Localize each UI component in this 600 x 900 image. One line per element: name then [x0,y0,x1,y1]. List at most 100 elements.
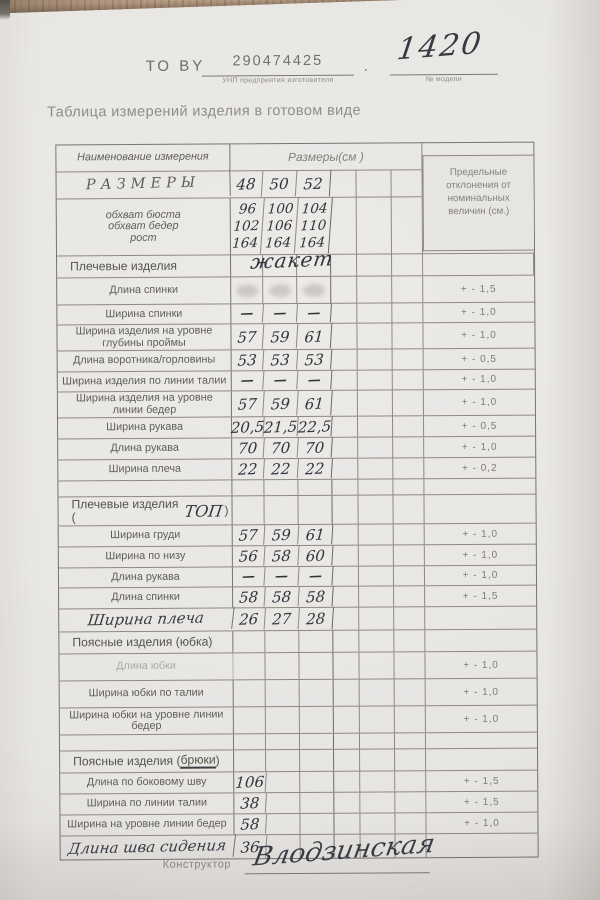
measurement-label: Ширина по низу [58,546,233,568]
handwritten-value: 58 [233,813,268,835]
empty-cell [266,814,301,835]
empty-cell [333,706,360,733]
tolerance-cell: + - 1,0 [462,528,499,540]
measurement-label: Длина воротника/горловины [57,350,232,372]
handwritten-value: 58 [298,586,334,608]
handwritten-value: 57 [231,390,265,417]
empty-cell [394,607,426,630]
handwritten-value: 27 [264,607,300,631]
handwritten-value: 60 [298,545,334,567]
measurement-label: Ширина плеча [58,459,233,481]
empty-cell [360,813,396,834]
empty-cell [393,437,425,458]
measurement-row: Ширина груди 57 59 61 + - 1,0 [58,523,536,548]
empty-cell [299,679,334,707]
empty-cell [299,706,334,734]
empty-cell [300,792,335,814]
empty-cell [359,607,395,630]
measurement-row: Длина юбки + - 1,0 [59,651,537,682]
handwritten-value: 57 [230,323,265,350]
empty-cell [266,793,301,814]
measurement-label: Ширина юбки на уровне линии бедер [59,707,234,735]
empty-cell [359,586,395,607]
empty-cell [264,480,299,496]
measurement-table: Наименование измерения Размеры(см ) РАЗМ… [55,141,539,862]
empty-cell [264,496,299,525]
empty-cell [394,679,426,706]
handwritten-value: 70 [297,437,333,459]
measurement-row: Ширина по линии талии 38 + - 1,5 [60,791,538,816]
measurement-label: Длина спинки [57,277,232,305]
table-header: Наименование измерения Размеры(см ) РАЗМ… [56,142,535,257]
empty-cell [234,750,267,772]
handwritten-value: — [262,303,299,324]
handwritten-value: 70 [263,437,299,459]
empty-cell [331,276,358,303]
empty-cell [357,370,393,390]
section-title: Поясные изделия (брюки) [60,750,235,773]
tolerance-cell: + - 1,0 [463,659,499,671]
empty-cell [332,495,359,524]
empty-cell [393,495,425,524]
measurement-row: Длина по боковому шву 106 + - 1,5 [60,770,538,795]
table-body: Плечевые изделия жакет Длина спинки + - 1,5… [57,246,538,862]
tolerance-cell: + - 1,0 [462,549,499,561]
section-header-row: Поясные изделия (юбка) [59,629,537,655]
handwritten-value: 53 [296,349,333,371]
tolerance-cell [425,630,536,652]
tolerance-cell [424,479,535,495]
empty-cell [333,586,360,607]
handwritten-value: 20,5 [230,416,265,438]
erased-value [297,276,332,304]
handwritten-value: 22 [297,458,334,480]
empty-cell [233,631,266,653]
eraser-smudge [302,283,325,297]
section-header-row: Плечевые изделия (ТОП ) [58,494,536,527]
measurement-row: Длина спинки 58 58 58 + - 1,5 [59,585,537,610]
tolerance-cell: + - 1,0 [462,569,499,582]
empty-cell [394,706,426,733]
measurement-label: Ширина изделия по линии талии [57,371,232,392]
empty-cell [391,170,423,197]
handwritten-value: 22 [231,458,266,480]
empty-cell [331,254,358,276]
empty-cell [334,749,361,771]
measurement-row: Ширина юбки по талии + - 1,0 [59,678,537,709]
handwritten-value: 22,5 [297,416,333,438]
measurement-label: Длина рукава [58,438,233,460]
document-title: Таблица измерений изделия в готовом виде [47,102,362,121]
empty-cell [392,276,424,303]
empty-cell [394,652,426,679]
handwritten-garment-word: жакет [249,246,336,274]
empty-cell [266,750,301,772]
empty-cell [233,653,266,680]
empty-cell [395,792,427,813]
tolerance-cell: + - 0,5 [461,420,498,432]
measurement-label: Длина шва сидения [59,833,237,862]
empty-cell [299,630,334,653]
empty-cell [393,479,425,495]
empty-cell [356,197,393,254]
model-blank: 1420 № модели [389,26,498,83]
measurement-row: Ширина изделия на уровне глубины проймы 5… [57,322,535,352]
measurement-label: Ширина изделия на уровне глубины проймы [57,324,232,351]
empty-cell [332,458,359,479]
measurement-label: Длина юбки [59,653,234,681]
handwritten-value: — [296,303,333,324]
handwritten-value: 53 [262,349,299,371]
unp-number: 290474425 [232,52,324,70]
empty-cell [393,545,425,566]
erased-value [263,277,298,304]
tolerance-cell [425,607,536,630]
empty-cell [300,813,335,835]
empty-cell [298,495,333,525]
empty-cell [331,303,358,323]
measurement-row: Ширина плеча 26 27 28 [57,606,537,634]
base-values-col: 96 102 164 [228,197,265,255]
empty-cell [357,416,394,437]
empty-cell [392,370,424,390]
empty-cell [266,772,301,793]
erased-value [231,277,264,304]
empty-cell [299,733,335,750]
tolerance-cell: + - 1,0 [461,396,498,409]
